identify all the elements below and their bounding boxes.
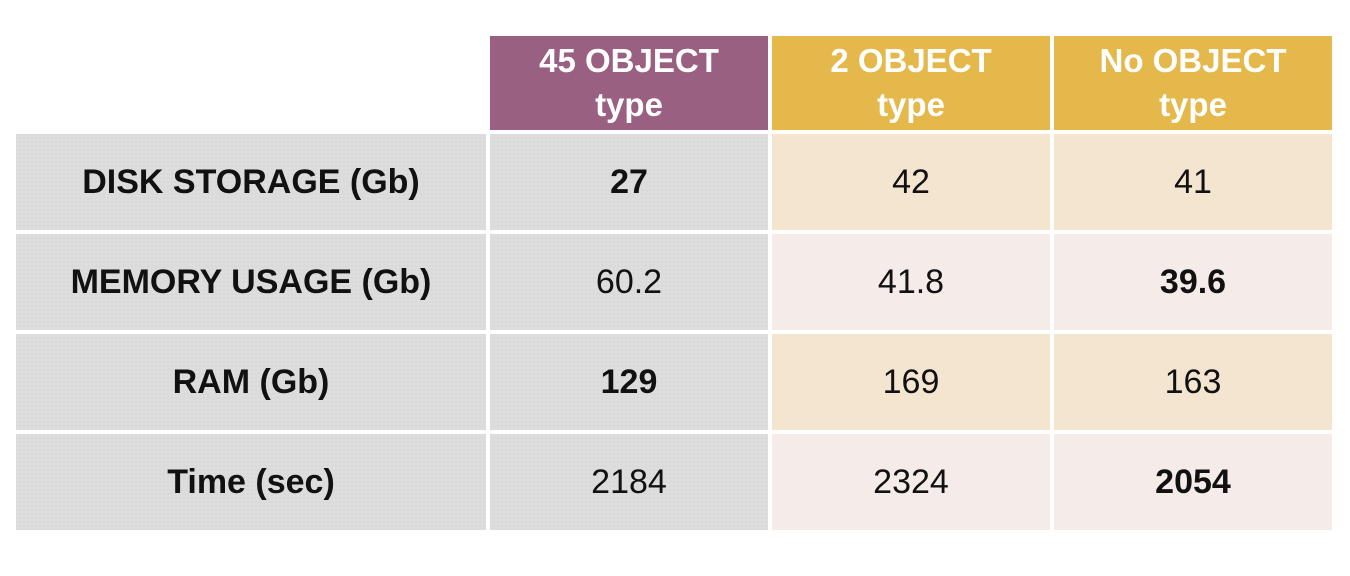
table-row-disk-storage: DISK STORAGE (Gb) 27 42 41 bbox=[16, 134, 1332, 230]
table-cell: 27 bbox=[490, 134, 768, 230]
row-label: RAM (Gb) bbox=[16, 334, 486, 430]
table-cell: 163 bbox=[1054, 334, 1332, 430]
table-cell: 2324 bbox=[772, 434, 1050, 530]
column-header-line2: type bbox=[1159, 86, 1227, 123]
table-cell: 129 bbox=[490, 334, 768, 430]
table-cell: 169 bbox=[772, 334, 1050, 430]
column-header-no-object-type: No OBJECT type bbox=[1054, 36, 1332, 130]
table-cell: 2184 bbox=[490, 434, 768, 530]
table-row-ram: RAM (Gb) 129 169 163 bbox=[16, 334, 1332, 430]
table-cell: 41.8 bbox=[772, 234, 1050, 330]
table-row-time: Time (sec) 2184 2324 2054 bbox=[16, 434, 1332, 530]
column-header-line1: 45 OBJECT bbox=[539, 42, 719, 79]
table-cell: 42 bbox=[772, 134, 1050, 230]
table-row-memory-usage: MEMORY USAGE (Gb) 60.2 41.8 39.6 bbox=[16, 234, 1332, 330]
table-cell: 39.6 bbox=[1054, 234, 1332, 330]
comparison-table: 45 OBJECT type 2 OBJECT type No OBJECT t… bbox=[12, 32, 1336, 534]
column-header-line1: No OBJECT bbox=[1099, 42, 1287, 79]
header-row: 45 OBJECT type 2 OBJECT type No OBJECT t… bbox=[16, 36, 1332, 130]
column-header-45-object-type: 45 OBJECT type bbox=[490, 36, 768, 130]
row-label: DISK STORAGE (Gb) bbox=[16, 134, 486, 230]
column-header-line2: type bbox=[877, 86, 945, 123]
column-header-line1: 2 OBJECT bbox=[830, 42, 992, 79]
column-header-line2: type bbox=[595, 86, 663, 123]
table-cell: 60.2 bbox=[490, 234, 768, 330]
row-label: Time (sec) bbox=[16, 434, 486, 530]
table-cell: 41 bbox=[1054, 134, 1332, 230]
table-cell: 2054 bbox=[1054, 434, 1332, 530]
corner-cell bbox=[16, 36, 486, 130]
row-label: MEMORY USAGE (Gb) bbox=[16, 234, 486, 330]
column-header-2-object-type: 2 OBJECT type bbox=[772, 36, 1050, 130]
